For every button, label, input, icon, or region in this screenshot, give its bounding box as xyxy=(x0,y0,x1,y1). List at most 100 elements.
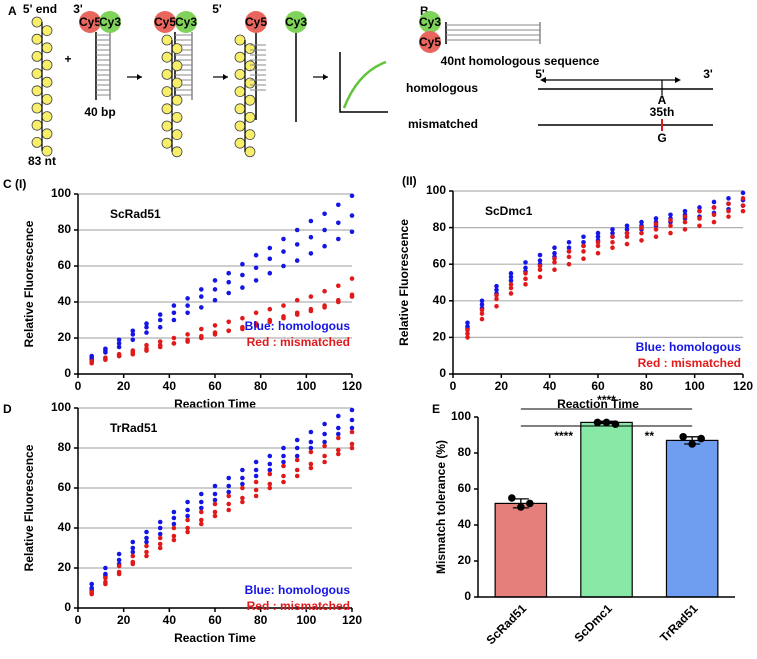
data-point xyxy=(639,225,644,230)
replicate-point xyxy=(611,420,620,429)
data-point xyxy=(212,332,218,337)
nucleotide xyxy=(31,85,43,97)
data-point xyxy=(171,341,177,346)
data-point xyxy=(523,276,528,282)
data-point xyxy=(308,234,314,240)
data-point xyxy=(253,265,259,271)
data-point xyxy=(322,439,327,445)
data-point xyxy=(171,303,177,308)
data-point xyxy=(294,312,300,317)
label: homologous xyxy=(406,81,478,95)
data-point xyxy=(144,330,149,335)
panel-label: B xyxy=(420,4,429,18)
nucleotide xyxy=(234,69,246,80)
data-point xyxy=(479,311,485,316)
data-point xyxy=(508,271,514,276)
data-point xyxy=(240,315,245,321)
data-point xyxy=(639,238,644,243)
data-point xyxy=(185,310,190,316)
data-point xyxy=(322,431,327,437)
panel-label: A xyxy=(8,4,17,18)
data-point xyxy=(89,591,94,597)
data-point xyxy=(281,263,286,269)
data-point xyxy=(610,230,615,236)
data-point xyxy=(240,499,245,505)
data-point xyxy=(552,250,557,256)
data-point xyxy=(465,327,470,333)
data-point xyxy=(668,217,673,223)
data-point xyxy=(523,282,528,287)
data-point xyxy=(349,417,355,423)
data-point xyxy=(116,337,122,343)
x-tick-label: 40 xyxy=(163,613,177,627)
data-point xyxy=(624,241,630,247)
x-tick-label: 120 xyxy=(342,379,362,393)
data-point xyxy=(185,517,190,523)
data-point xyxy=(308,465,314,471)
data-point xyxy=(144,324,149,330)
dye xyxy=(99,11,121,33)
x-tick-label: 120 xyxy=(342,613,362,627)
data-point xyxy=(336,413,341,419)
dye-label: Cy3 xyxy=(285,15,307,29)
nucleotide xyxy=(244,112,256,123)
data-point xyxy=(537,274,543,280)
data-point xyxy=(130,545,136,551)
replicate-point xyxy=(697,434,705,443)
data-point xyxy=(130,328,136,334)
y-tick-label: 40 xyxy=(458,517,472,531)
bar xyxy=(580,421,633,598)
data-point xyxy=(336,447,341,453)
data-point xyxy=(581,234,586,240)
data-point xyxy=(349,193,355,199)
data-point xyxy=(116,551,122,557)
x-tick-label: 80 xyxy=(254,379,268,393)
data-point xyxy=(349,294,355,299)
data-point xyxy=(157,324,163,330)
data-point xyxy=(116,341,122,346)
data-point xyxy=(116,344,122,350)
y-tick-label: 40 xyxy=(433,293,447,307)
data-point xyxy=(668,212,673,218)
data-point xyxy=(336,220,341,226)
legend-note: Blue: homologous xyxy=(245,319,351,333)
y-tick-label: 0 xyxy=(64,600,71,614)
data-point xyxy=(523,265,528,271)
nucleotide xyxy=(161,34,173,46)
data-point xyxy=(144,342,149,348)
x-tick-label: 20 xyxy=(495,379,509,393)
data-point xyxy=(103,581,108,587)
data-point xyxy=(552,267,557,272)
nucleotide xyxy=(171,94,183,106)
data-point xyxy=(711,212,717,218)
data-point xyxy=(740,190,746,196)
data-point xyxy=(185,296,190,301)
y-axis-label: Relative Fluorescence xyxy=(22,444,36,571)
data-point xyxy=(595,239,601,245)
data-point xyxy=(581,239,586,245)
dye xyxy=(79,11,101,33)
data-point xyxy=(581,243,586,249)
data-point xyxy=(89,581,94,587)
panel-label: C xyxy=(3,177,12,191)
nucleotide xyxy=(234,86,246,97)
dye xyxy=(419,11,441,33)
y-tick-label: 100 xyxy=(451,409,471,423)
data-point xyxy=(157,531,163,537)
data-point xyxy=(253,479,259,485)
x-tick-label: 60 xyxy=(208,379,222,393)
dye-label: Cy5 xyxy=(79,15,101,29)
nucleotide xyxy=(234,120,246,132)
replicate-point xyxy=(517,503,525,511)
arrow-head xyxy=(223,74,228,80)
y-tick-label: 0 xyxy=(439,366,446,380)
data-point xyxy=(322,288,327,294)
nucleotide xyxy=(171,129,183,141)
x-axis-label: Reaction Time xyxy=(174,631,256,645)
x-tick-label: ScDmc1 xyxy=(571,601,615,645)
y-tick-label: 100 xyxy=(51,400,71,414)
data-point xyxy=(240,485,245,491)
data-point xyxy=(281,473,286,479)
data-point xyxy=(682,219,688,225)
data-point xyxy=(226,489,231,495)
